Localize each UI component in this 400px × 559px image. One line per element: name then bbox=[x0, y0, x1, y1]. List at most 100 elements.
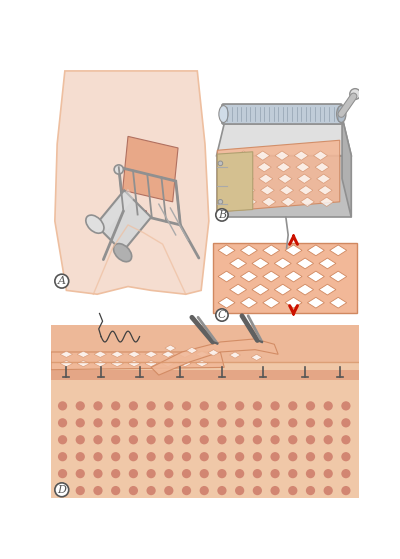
Circle shape bbox=[235, 418, 244, 428]
Polygon shape bbox=[101, 189, 134, 230]
Polygon shape bbox=[277, 163, 290, 172]
Circle shape bbox=[164, 401, 174, 410]
Circle shape bbox=[200, 452, 209, 461]
Circle shape bbox=[129, 418, 138, 428]
Polygon shape bbox=[218, 297, 235, 308]
Circle shape bbox=[270, 435, 280, 444]
Polygon shape bbox=[238, 163, 252, 172]
Circle shape bbox=[58, 418, 67, 428]
Circle shape bbox=[182, 486, 191, 495]
FancyBboxPatch shape bbox=[222, 104, 342, 124]
Polygon shape bbox=[296, 163, 310, 172]
Circle shape bbox=[235, 469, 244, 479]
Circle shape bbox=[93, 401, 102, 410]
Circle shape bbox=[288, 418, 298, 428]
Circle shape bbox=[324, 469, 333, 479]
Circle shape bbox=[182, 418, 191, 428]
Polygon shape bbox=[77, 361, 90, 367]
Circle shape bbox=[182, 452, 191, 461]
Circle shape bbox=[146, 435, 156, 444]
Circle shape bbox=[146, 418, 156, 428]
Text: D: D bbox=[57, 485, 66, 495]
Circle shape bbox=[270, 469, 280, 479]
Polygon shape bbox=[285, 245, 302, 255]
Polygon shape bbox=[128, 361, 140, 367]
Polygon shape bbox=[251, 354, 262, 361]
Circle shape bbox=[93, 469, 102, 479]
Circle shape bbox=[217, 469, 226, 479]
Polygon shape bbox=[259, 174, 273, 183]
Polygon shape bbox=[257, 163, 271, 172]
Circle shape bbox=[341, 469, 350, 479]
Circle shape bbox=[341, 418, 350, 428]
Polygon shape bbox=[297, 258, 314, 269]
Circle shape bbox=[235, 401, 244, 410]
Circle shape bbox=[182, 401, 191, 410]
Polygon shape bbox=[314, 151, 328, 160]
Circle shape bbox=[288, 452, 298, 461]
Circle shape bbox=[306, 469, 315, 479]
Polygon shape bbox=[260, 186, 274, 195]
Circle shape bbox=[146, 452, 156, 461]
Ellipse shape bbox=[219, 106, 228, 122]
Polygon shape bbox=[145, 361, 157, 367]
Circle shape bbox=[217, 452, 226, 461]
Polygon shape bbox=[186, 347, 197, 353]
Polygon shape bbox=[252, 284, 269, 295]
Circle shape bbox=[93, 418, 102, 428]
Circle shape bbox=[111, 435, 120, 444]
Circle shape bbox=[111, 418, 120, 428]
Polygon shape bbox=[217, 140, 340, 212]
Circle shape bbox=[306, 435, 315, 444]
Polygon shape bbox=[240, 297, 257, 308]
Text: C: C bbox=[218, 310, 226, 320]
Circle shape bbox=[58, 435, 67, 444]
Polygon shape bbox=[217, 152, 253, 212]
Circle shape bbox=[55, 274, 69, 288]
Circle shape bbox=[111, 486, 120, 495]
Circle shape bbox=[200, 435, 209, 444]
Circle shape bbox=[58, 486, 67, 495]
Polygon shape bbox=[241, 186, 255, 195]
Circle shape bbox=[216, 309, 228, 321]
Polygon shape bbox=[263, 271, 280, 282]
Polygon shape bbox=[230, 284, 246, 295]
Polygon shape bbox=[318, 186, 332, 195]
Circle shape bbox=[93, 486, 102, 495]
Polygon shape bbox=[275, 151, 289, 160]
Polygon shape bbox=[216, 117, 351, 155]
Circle shape bbox=[288, 469, 298, 479]
Circle shape bbox=[111, 452, 120, 461]
Circle shape bbox=[324, 435, 333, 444]
Circle shape bbox=[235, 486, 244, 495]
Polygon shape bbox=[218, 271, 235, 282]
Polygon shape bbox=[299, 186, 313, 195]
Polygon shape bbox=[315, 163, 329, 172]
Circle shape bbox=[218, 200, 223, 204]
Polygon shape bbox=[216, 155, 351, 217]
Circle shape bbox=[288, 401, 298, 410]
Bar bbox=[51, 369, 359, 381]
Ellipse shape bbox=[86, 215, 104, 233]
Circle shape bbox=[146, 401, 156, 410]
Circle shape bbox=[164, 435, 174, 444]
Circle shape bbox=[217, 486, 226, 495]
Circle shape bbox=[58, 452, 67, 461]
Polygon shape bbox=[60, 351, 72, 357]
Circle shape bbox=[200, 401, 209, 410]
Polygon shape bbox=[263, 245, 280, 255]
Polygon shape bbox=[111, 361, 123, 367]
Text: A: A bbox=[58, 276, 66, 286]
Circle shape bbox=[200, 469, 209, 479]
Polygon shape bbox=[330, 271, 347, 282]
Circle shape bbox=[111, 469, 120, 479]
Polygon shape bbox=[262, 197, 276, 206]
Circle shape bbox=[324, 418, 333, 428]
Circle shape bbox=[111, 401, 120, 410]
Circle shape bbox=[288, 486, 298, 495]
Polygon shape bbox=[342, 117, 351, 217]
Circle shape bbox=[200, 486, 209, 495]
Polygon shape bbox=[51, 352, 224, 369]
Polygon shape bbox=[263, 297, 280, 308]
Circle shape bbox=[350, 89, 360, 100]
